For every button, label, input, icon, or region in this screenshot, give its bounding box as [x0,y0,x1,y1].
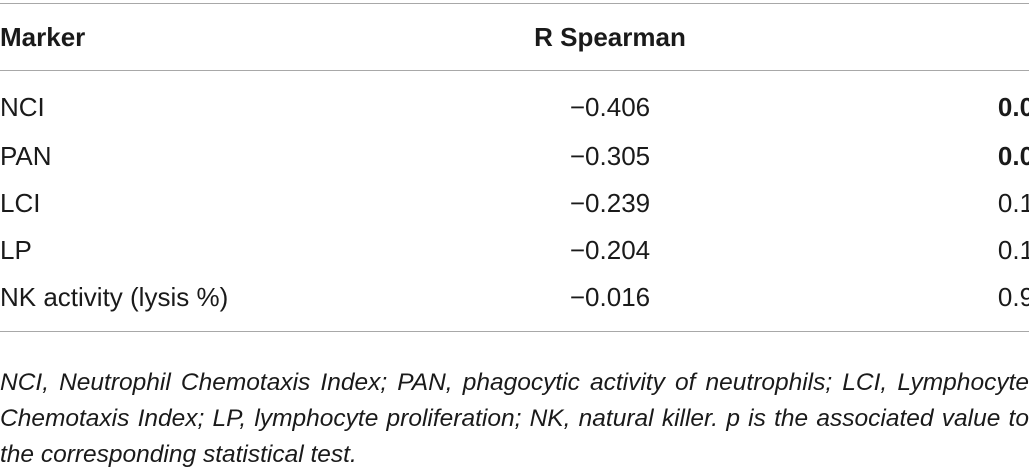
cell-marker: NCI [0,91,45,122]
table-body: NCI −0.406 0.004 PAN −0.305 0.035 LCI −0… [0,71,1029,321]
cell-p: 0.101 [997,188,1029,218]
correlation-table: Marker R Spearman p NCI −0.406 0.004 PAN… [0,3,1029,321]
header-r-spearman: R Spearman [534,22,686,52]
top-rule [0,3,1029,4]
table-row: NCI −0.406 0.004 [0,71,1029,133]
cell-p: 0.913 [997,282,1029,312]
bottom-rule [0,331,1029,332]
table-row: LCI −0.239 0.101 [0,180,1029,227]
header-marker: Marker [0,22,86,52]
table-row: LP −0.204 0.165 [0,227,1029,274]
cell-r: −0.016 [569,282,651,312]
cell-r: −0.406 [569,91,651,122]
cell-marker: NK activity (lysis %) [0,282,229,312]
table-header: Marker R Spearman p [0,3,1029,71]
cell-marker: LCI [0,188,41,218]
table-row: NK activity (lysis %) −0.016 0.913 [0,274,1029,321]
cell-r: −0.239 [569,188,651,218]
header-row: Marker R Spearman p [0,3,1029,71]
cell-p: 0.165 [997,235,1029,265]
cell-marker: LP [0,235,32,265]
cell-marker: PAN [0,141,52,171]
cell-r: −0.204 [569,235,651,265]
header-p: p [850,3,1029,71]
cell-r: −0.305 [569,141,651,171]
table-figure: Marker R Spearman p NCI −0.406 0.004 PAN… [0,3,1029,468]
table-footnote: NCI, Neutrophil Chemotaxis Index; PAN, p… [0,368,1029,468]
header-rule [0,70,1029,71]
cell-p: 0.035 [997,141,1029,171]
table-row: PAN −0.305 0.035 [0,133,1029,180]
cell-p: 0.004 [997,91,1029,122]
